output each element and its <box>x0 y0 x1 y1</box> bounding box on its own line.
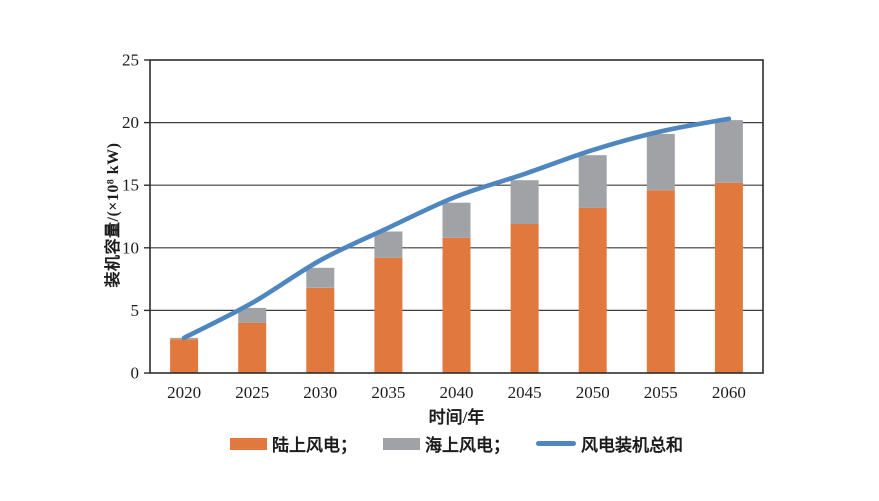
total-line-swatch-icon <box>536 441 576 446</box>
x-tick-label-2050: 2050 <box>576 383 610 402</box>
x-tick-label-2045: 2045 <box>508 383 542 402</box>
y-tick-label-0: 0 <box>131 364 140 383</box>
bar-陆上风电-2020 <box>170 339 199 373</box>
bar-海上风电-2055 <box>646 133 675 191</box>
legend-item-total-line: 风电装机总和 <box>536 431 683 456</box>
x-tick-label-2035: 2035 <box>371 383 405 402</box>
bar-海上风电-2040 <box>442 202 471 238</box>
x-tick-label-2025: 2025 <box>235 383 269 402</box>
x-axis-title: 时间/年 <box>428 408 485 427</box>
bar-海上风电-2030 <box>306 267 335 288</box>
bar-陆上风电-2050 <box>578 207 607 373</box>
plot-border <box>149 59 764 374</box>
y-tick-label-10: 10 <box>122 238 139 257</box>
bar-海上风电-2050 <box>578 155 607 208</box>
y-tick-label-15: 15 <box>122 176 139 195</box>
x-tick-label-2055: 2055 <box>644 383 678 402</box>
bar-陆上风电-2045 <box>510 224 539 373</box>
bar-陆上风电-2040 <box>442 237 471 373</box>
chart-legend: 陆上风电； 海上风电； 风电装机总和 <box>150 431 763 456</box>
legend-label-offshore: 海上风电； <box>425 436 510 455</box>
bar-海上风电-2035 <box>374 231 403 258</box>
offshore-wind-swatch-icon <box>383 437 420 450</box>
bar-陆上风电-2035 <box>374 257 403 373</box>
bar-海上风电-2045 <box>510 180 539 224</box>
x-tick-label-2020: 2020 <box>167 383 201 402</box>
y-tick-label-20: 20 <box>122 113 139 132</box>
bar-陆上风电-2030 <box>306 287 335 373</box>
bar-陆上风电-2025 <box>238 322 267 373</box>
x-tick-label-2060: 2060 <box>712 383 746 402</box>
legend-label-onshore: 陆上风电； <box>272 436 357 455</box>
legend-label-total: 风电装机总和 <box>581 436 683 455</box>
y-axis-title: 装机容量/(×10⁸ kW) <box>105 142 122 288</box>
bar-陆上风电-2055 <box>646 190 675 373</box>
bar-海上风电-2060 <box>714 120 743 183</box>
legend-item-offshore-wind: 海上风电； <box>383 431 510 456</box>
y-tick-label-25: 25 <box>122 51 139 70</box>
bar-陆上风电-2060 <box>714 182 743 373</box>
x-tick-label-2030: 2030 <box>303 383 337 402</box>
x-tick-label-2040: 2040 <box>440 383 474 402</box>
bar-海上风电-2025 <box>238 307 267 323</box>
legend-item-onshore-wind: 陆上风电； <box>230 431 357 456</box>
total-capacity-line <box>181 116 732 341</box>
y-tick-label-5: 5 <box>131 301 140 320</box>
onshore-wind-swatch-icon <box>230 437 267 450</box>
